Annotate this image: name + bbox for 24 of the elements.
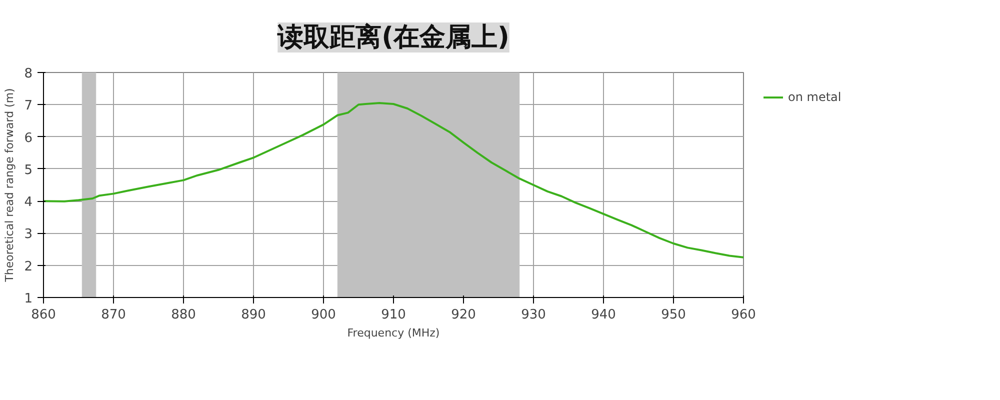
x-tick-label: 940 [591,308,616,322]
legend-label: on metal [788,90,842,104]
y-tick-label: 8 [24,66,33,82]
x-tick-label: 880 [171,308,196,322]
y-tick-label: 2 [24,259,33,274]
x-tick-label: 950 [661,308,686,322]
x-tick-label: 930 [521,308,546,322]
chart-title: 读取距离(在金属上) [276,22,510,52]
x-axis-title: Frequency (MHz) [347,326,440,340]
y-tick-label: 7 [24,98,33,114]
x-tick-label: 860 [31,308,56,322]
y-tick-label: 5 [24,162,33,178]
x-tick-label: 910 [381,308,406,322]
y-tick-label: 1 [24,292,33,306]
x-tick-label: 890 [241,308,266,322]
y-axis-title: Theoretical read range forward (m) [3,88,16,283]
line-series [44,102,744,258]
x-tick-label: 870 [101,308,126,322]
x-tick-label: 920 [451,308,476,322]
x-tick-label: 960 [731,308,756,322]
y-tick-label: 4 [24,195,33,210]
y-tick-label: 3 [24,227,33,242]
y-tick-label: 6 [24,130,33,146]
x-tick-label: 900 [311,308,336,322]
